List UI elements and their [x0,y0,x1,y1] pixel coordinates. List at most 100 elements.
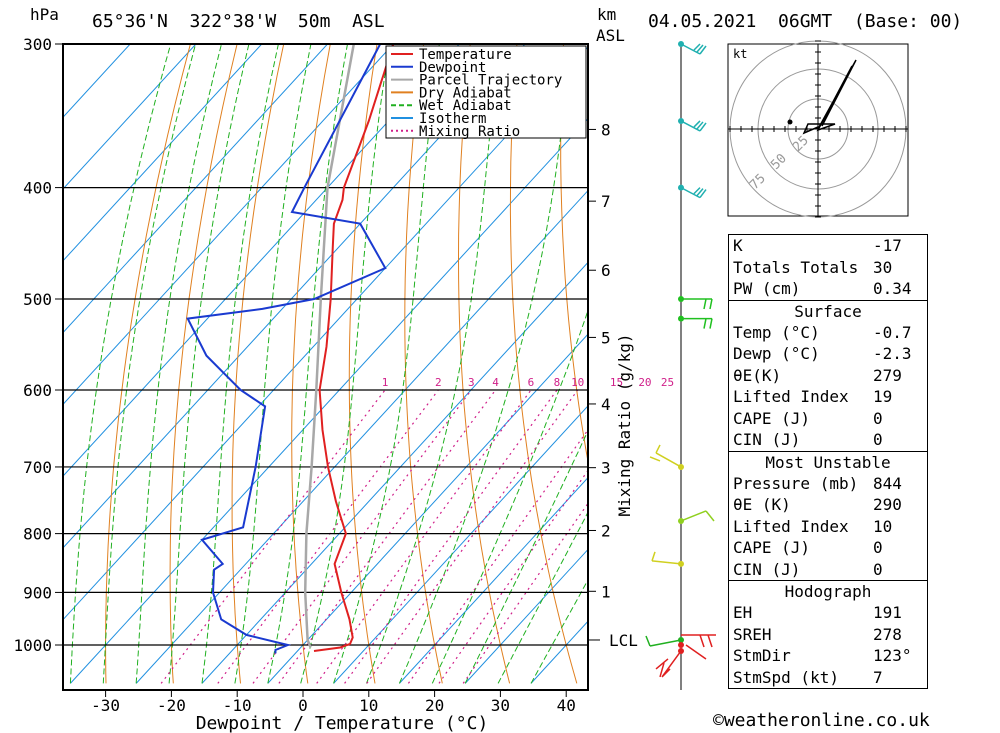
dry-adiabat-line [509,44,578,684]
wet-adiabat-line [69,44,172,684]
pressure-tick-label: 1000 [13,636,52,655]
wind-barb [681,317,713,329]
mixing-ratio-label: 2 [435,376,442,389]
index-label: K [733,236,743,255]
indices-rows: K -17 Totals Totals 30 PW (cm) 0.34 [729,235,927,300]
pressure-tick-label: 600 [23,381,52,400]
wet-adiabat-line [530,578,588,684]
lcl-label: LCL [609,631,638,650]
mixing-ratio-line [252,389,472,684]
km-tick-label: 5 [601,328,611,347]
km-tick-label: 2 [601,521,611,540]
dry-adiabat-line [977,10,1000,684]
hodograph-row: StmDir 123° [729,645,927,667]
surface-row: CIN (J) 0 [729,429,927,451]
dry-adiabat-line [560,44,588,465]
wind-barb [651,551,682,565]
most-unstable-label: Lifted Index [733,516,849,536]
surface-row: Temp (°C) -0.7 [729,322,927,344]
km-tick-label: 8 [601,120,611,139]
surface-value: 0 [873,408,883,428]
temperature-tick-label: 30 [491,696,510,715]
hodograph-row: EH 191 [729,602,927,624]
legend-label: Parcel Trajectory [419,73,562,89]
dry-adiabat-line [105,44,191,684]
mixing-ratio-label: 1 [382,376,389,389]
dry-adiabat-line [457,44,511,684]
index-value: 0.34 [873,279,912,298]
asl-label: ASL [596,26,625,45]
legend-label: Wet Adiabat [419,98,512,114]
x-axis-title: Dewpoint / Temperature (°C) [196,713,489,733]
wind-barb-dot [678,642,684,648]
mixing-ratio-line [217,389,439,684]
temperature-tick-label: 0 [298,696,308,715]
most-unstable-row: Pressure (mb) 844 [729,473,927,495]
wet-adiabat-line [135,44,223,684]
isotherm-line [333,405,588,684]
surface-label: Dewp (°C) [733,344,820,363]
wet-adiabat-line [234,44,312,684]
legend-label: Dewpoint [419,60,486,76]
wind-barb [645,635,682,647]
most-unstable-value: 10 [873,516,893,536]
mixing-ratio-label: 15 [610,376,623,389]
index-row: PW (cm) 0.34 [729,278,927,300]
most-unstable-value: 0 [873,538,883,557]
dry-adiabat-line [169,44,238,684]
wind-barb [680,43,707,55]
legend-box [385,45,587,139]
index-row: K -17 [729,235,927,257]
pressure-tick-label: 300 [23,35,52,54]
hodograph-title: Hodograph [729,580,927,602]
most-unstable-rows: Pressure (mb) 844 θE (K) 290 Lifted Index 10 C… [729,473,927,581]
surface-value: 279 [873,365,902,385]
datetime-title: 04.05.2021 06GMT (Base: 00) [648,11,963,32]
temperature-tick-label: -10 [223,696,252,715]
km-unit-label: km [597,5,617,24]
dry-adiabat-line [348,44,378,684]
index-label: PW (cm) [733,279,801,298]
mixing-ratio-line [344,389,558,684]
mixing-ratio-axis-title: Mixing Ratio (g/kg) [615,333,634,516]
hodograph-label: StmDir [733,646,791,665]
wet-adiabat-line [366,44,500,684]
most-unstable-row: θE (K) 290 [729,494,927,516]
wind-barb [681,634,716,660]
isotherm-line [63,44,131,119]
most-unstable-row: CIN (J) 0 [729,559,927,581]
wet-adiabat-line [464,429,588,684]
hodograph-rows: EH 191 SREH 278 StmDir 123° StmSpd (kt) 7 [729,602,927,688]
copyright-link[interactable]: ©weatheronline.co.uk [713,710,930,731]
isotherm-line [464,548,588,684]
legend-label: Temperature [419,47,512,63]
pressure-tick-label: 400 [23,179,52,198]
wet-adiabat-line [168,44,250,684]
most-unstable-label: θE (K) [733,495,791,514]
wet-adiabat-line [267,44,349,684]
mixing-ratio-label: 8 [554,376,561,389]
surface-label: CAPE (J) [733,408,811,428]
mixing-ratio-line [407,428,588,684]
dry-adiabat-line [931,10,1000,684]
wet-adiabat-line [431,309,588,684]
dry-adiabat-line [404,44,443,684]
surface-row: Lifted Index 19 [729,386,927,408]
hodograph-unit-label: kt [733,47,747,61]
pressure-tick-label: 900 [23,583,52,602]
pressure-tick-label: 700 [23,458,52,477]
surface-row: CAPE (J) 0 [729,408,927,430]
most-unstable-value: 290 [873,495,902,514]
wet-adiabat-line [201,44,279,684]
most-unstable-row: CAPE (J) 0 [729,537,927,559]
surface-value: -2.3 [873,344,912,363]
most-unstable-value: 0 [873,559,883,579]
index-value: -17 [873,236,902,255]
most-unstable-label: CAPE (J) [733,538,811,557]
wind-barb [680,510,715,522]
surface-row: θE(K) 279 [729,365,927,387]
mixing-ratio-label: 10 [571,376,584,389]
mixing-ratio-label: 25 [661,376,674,389]
hodograph-trace [802,59,857,135]
hodograph-label: SREH [733,624,772,644]
